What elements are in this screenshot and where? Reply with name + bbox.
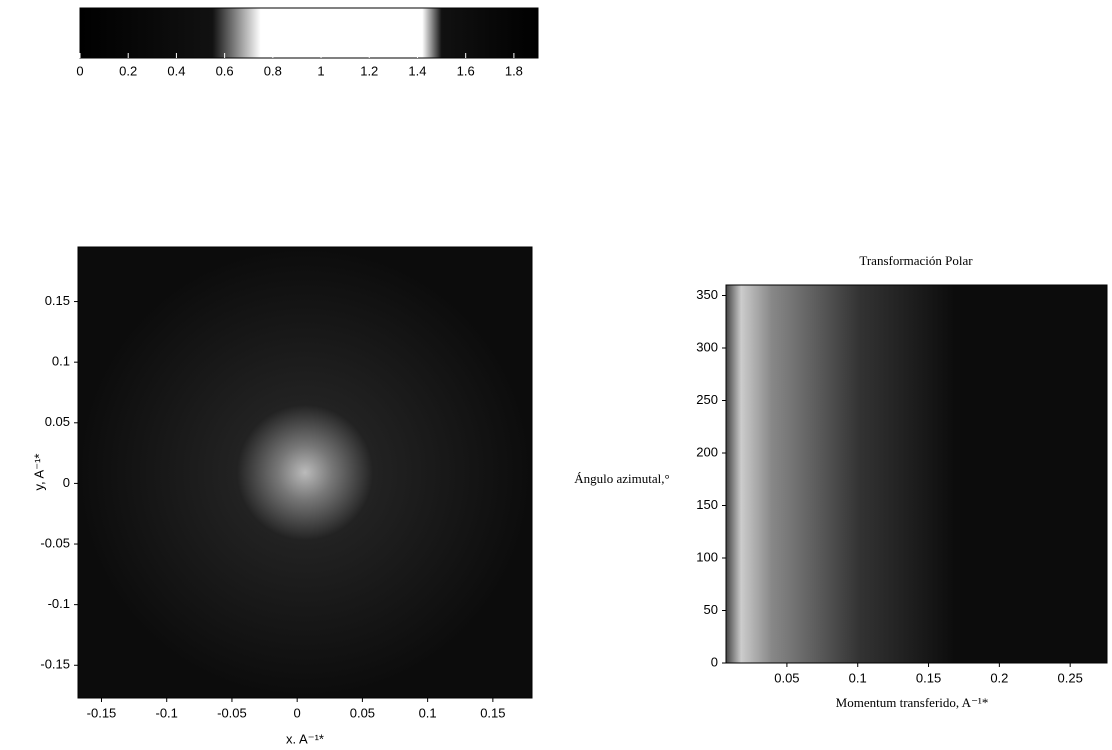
image-panel — [77, 246, 533, 699]
x-tick-label: 1 — [317, 63, 324, 78]
x-tick-label: -0.05 — [217, 705, 247, 720]
y-axis-label: Ángulo azimutal,° — [574, 471, 669, 486]
x-tick-label: 0.05 — [774, 670, 799, 685]
x-tick-label: 0.15 — [916, 670, 941, 685]
y-tick-label: 0.05 — [45, 414, 70, 429]
y-axis-label: y, A⁻¹* — [31, 454, 46, 491]
y-tick-label: 0 — [711, 654, 718, 669]
y-tick-label: 300 — [696, 339, 718, 354]
colorbar — [79, 7, 539, 59]
x-tick-label: 1.2 — [360, 63, 378, 78]
x-tick-label: 0.1 — [419, 705, 437, 720]
x-axis-label: Momentum transferido, A⁻¹* — [836, 695, 989, 710]
x-tick-label: 0.05 — [350, 705, 375, 720]
x-tick-label: 0.1 — [849, 670, 867, 685]
x-tick-label: 0.8 — [264, 63, 282, 78]
y-tick-label: 250 — [696, 392, 718, 407]
y-tick-label: 100 — [696, 549, 718, 564]
x-tick-label: 0.15 — [480, 705, 505, 720]
y-tick-label: -0.15 — [40, 657, 70, 672]
y-tick-label: 0.15 — [45, 293, 70, 308]
x-tick-label: 1.8 — [505, 63, 523, 78]
x-tick-label: 0.6 — [216, 63, 234, 78]
chart-title: Transformación Polar — [859, 253, 973, 268]
y-tick-label: -0.1 — [48, 596, 70, 611]
image-panel — [725, 284, 1108, 664]
x-tick-label: 0.25 — [1058, 670, 1083, 685]
x-tick-label: 1.6 — [457, 63, 475, 78]
y-tick-label: 50 — [704, 602, 718, 617]
x-axis-label: x. A⁻¹* — [286, 731, 324, 746]
x-tick-label: -0.1 — [156, 705, 178, 720]
x-tick-label: 0.2 — [990, 670, 1008, 685]
x-tick-label: 0.4 — [167, 63, 185, 78]
y-tick-label: 200 — [696, 444, 718, 459]
x-tick-label: 1.4 — [408, 63, 426, 78]
x-tick-label: 0.2 — [119, 63, 137, 78]
y-tick-label: 350 — [696, 287, 718, 302]
y-tick-label: 0 — [63, 475, 70, 490]
x-tick-label: 0 — [76, 63, 83, 78]
y-tick-label: 0.1 — [52, 354, 70, 369]
x-tick-label: -0.15 — [87, 705, 117, 720]
x-tick-label: 0 — [294, 705, 301, 720]
y-tick-label: -0.05 — [40, 535, 70, 550]
y-tick-label: 150 — [696, 497, 718, 512]
